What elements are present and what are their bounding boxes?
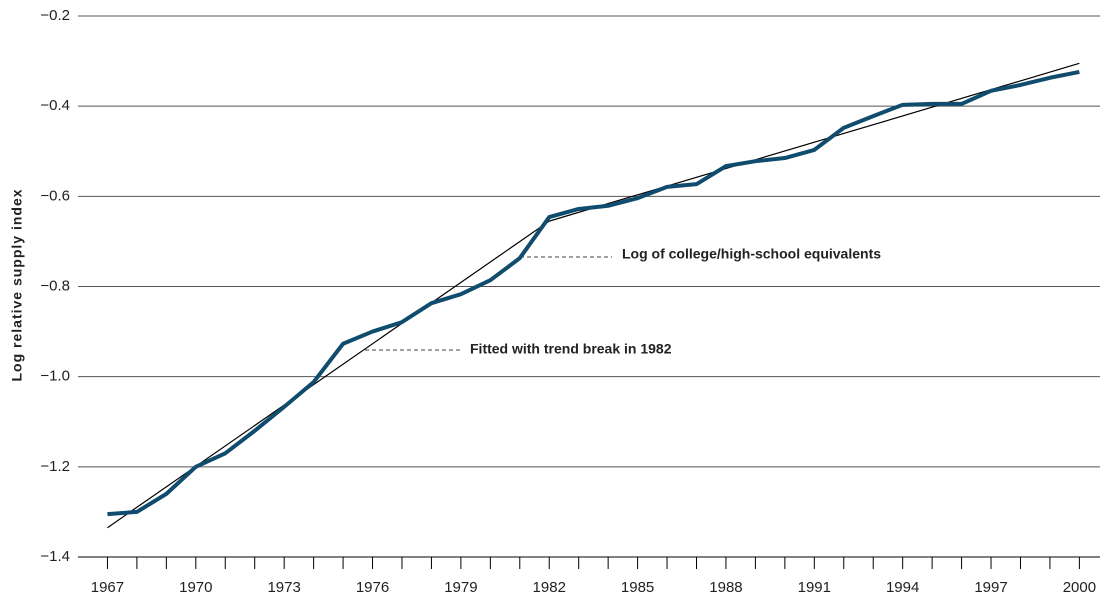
x-tick-label: 1979 — [444, 579, 477, 596]
x-tick-label: 1982 — [533, 579, 566, 596]
y-tick-label: −0.8 — [40, 277, 70, 294]
y-tick-label: −0.6 — [40, 187, 70, 204]
y-axis-title: Log relative supply index — [9, 188, 25, 381]
y-tick-label: −1.2 — [40, 458, 70, 475]
y-tick-label: −1.4 — [40, 548, 70, 565]
x-tick-label: 1967 — [91, 579, 124, 596]
annotation: Fitted with trend break in 1982 — [470, 341, 672, 357]
x-tick-label: 1985 — [621, 579, 654, 596]
x-tick-label: 1976 — [356, 579, 389, 596]
y-tick-label: −1.0 — [40, 368, 70, 385]
series-line — [107, 62, 1080, 529]
x-tick-label: 1988 — [709, 579, 742, 596]
series-line — [107, 69, 1080, 517]
x-tick-label: 1970 — [179, 579, 212, 596]
y-tick-label: −0.4 — [40, 97, 70, 114]
x-tick-label: 1991 — [798, 579, 831, 596]
x-tick-label: 1973 — [267, 579, 300, 596]
annotation: Log of college/high-school equivalents — [622, 246, 881, 262]
x-tick-label: 1997 — [974, 579, 1007, 596]
x-tick-label: 1994 — [886, 579, 919, 596]
x-tick-label: 2000 — [1063, 579, 1096, 596]
y-tick-label: −0.2 — [40, 7, 70, 24]
